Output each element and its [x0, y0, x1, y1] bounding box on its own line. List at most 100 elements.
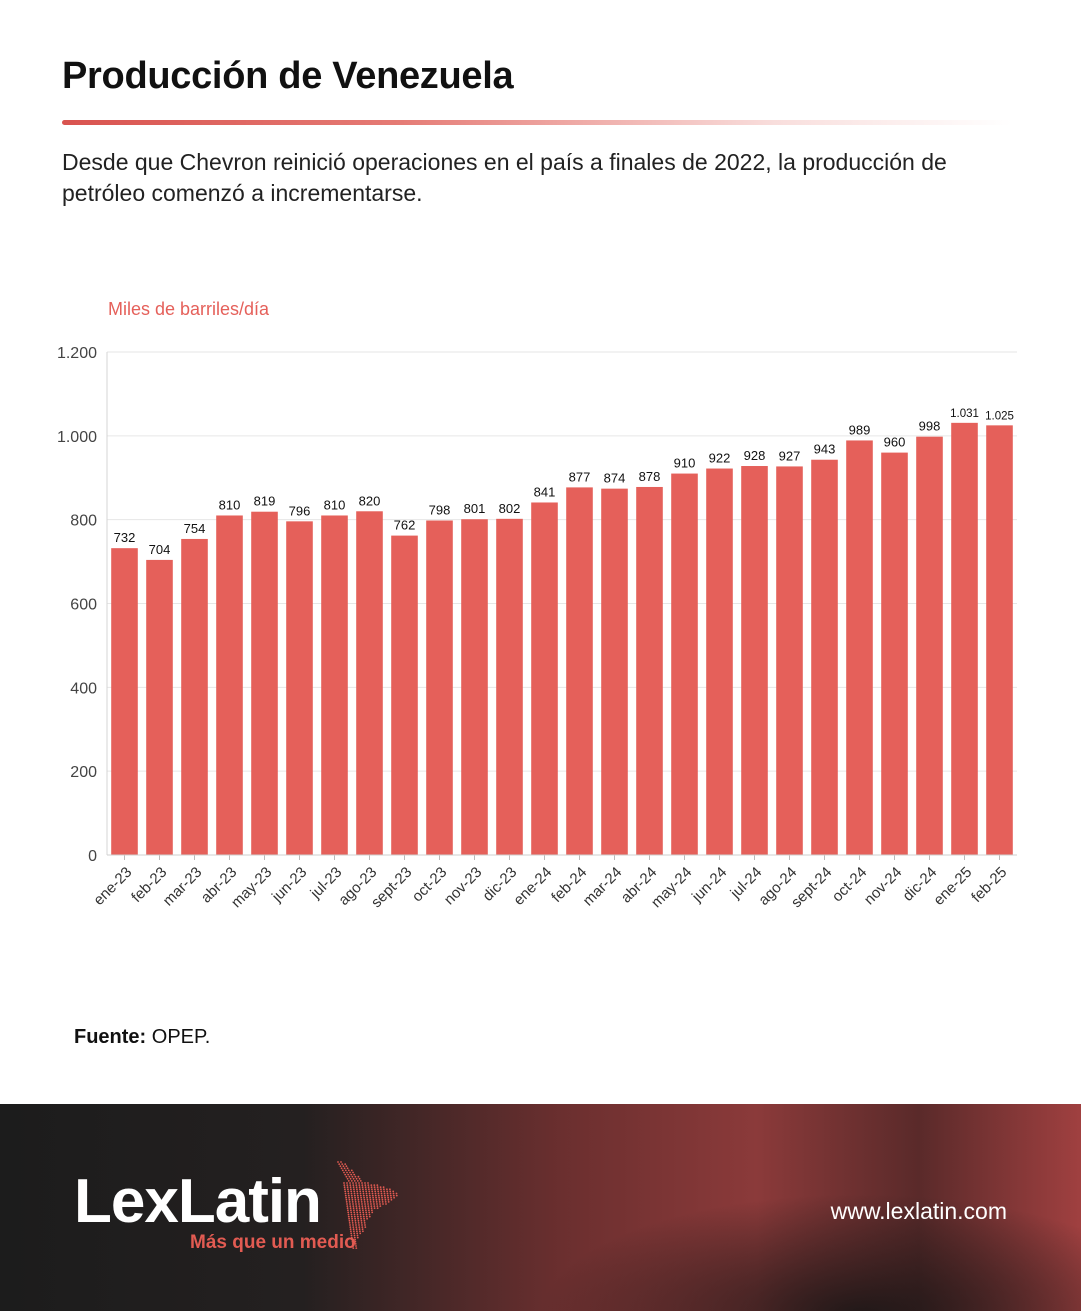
- map-dot: [380, 1188, 382, 1191]
- map-dot: [344, 1192, 347, 1195]
- map-dot: [367, 1186, 370, 1189]
- map-dot: [377, 1192, 380, 1195]
- map-dot: [350, 1188, 352, 1191]
- map-dot: [355, 1224, 357, 1226]
- bar-value-label: 810: [219, 497, 241, 512]
- map-dot: [355, 1182, 357, 1184]
- bar: [846, 440, 873, 855]
- map-dot: [392, 1194, 395, 1197]
- map-dot: [356, 1230, 358, 1233]
- bar: [741, 466, 768, 855]
- map-dot: [365, 1213, 368, 1216]
- map-dot: [384, 1201, 387, 1203]
- map-dot: [359, 1215, 362, 1218]
- map-dot: [351, 1198, 354, 1201]
- map-dot: [344, 1163, 347, 1165]
- map-dot: [395, 1192, 398, 1195]
- source-note: Fuente: OPEP.: [74, 1026, 210, 1049]
- map-dot: [349, 1171, 351, 1174]
- map-dot: [364, 1184, 367, 1186]
- bar: [706, 468, 733, 855]
- map-dot: [392, 1190, 395, 1193]
- bar-value-label: 998: [919, 419, 941, 434]
- map-dot: [350, 1232, 353, 1235]
- map-dot: [356, 1190, 359, 1193]
- map-dot: [353, 1192, 356, 1195]
- map-dot: [362, 1194, 365, 1197]
- map-dot: [362, 1188, 364, 1191]
- map-dot: [353, 1194, 356, 1197]
- bar: [251, 511, 278, 855]
- map-dot: [349, 1207, 352, 1210]
- bar: [356, 511, 383, 855]
- map-dot: [361, 1224, 363, 1226]
- y-tick-label: 0: [88, 848, 97, 865]
- lexlatin-logo: LexLatin: [74, 1167, 322, 1236]
- map-dot: [352, 1245, 354, 1247]
- map-dot: [347, 1169, 350, 1172]
- map-dot: [371, 1211, 374, 1214]
- map-dot: [353, 1236, 356, 1239]
- map-dot: [363, 1196, 365, 1199]
- map-dot: [367, 1205, 370, 1207]
- map-dot: [386, 1190, 389, 1193]
- map-dot: [368, 1188, 370, 1191]
- map-dot: [359, 1211, 362, 1214]
- map-dot: [357, 1222, 360, 1224]
- map-dot: [344, 1188, 346, 1191]
- map-dot: [376, 1207, 379, 1210]
- bar-value-label: 927: [779, 448, 801, 463]
- x-tick-label: feb-25: [968, 864, 1010, 906]
- map-dot: [355, 1186, 358, 1189]
- map-dot: [350, 1213, 353, 1216]
- map-dot: [364, 1207, 367, 1210]
- map-dot: [365, 1211, 368, 1214]
- map-dot: [376, 1205, 379, 1207]
- map-dot: [350, 1192, 353, 1195]
- map-dot: [352, 1182, 354, 1184]
- map-dot: [356, 1236, 359, 1239]
- map-dot: [376, 1186, 379, 1189]
- map-dot: [354, 1219, 357, 1222]
- map-dot: [358, 1182, 360, 1184]
- map-dot: [361, 1184, 364, 1186]
- map-dot: [371, 1209, 373, 1212]
- map-dot: [373, 1205, 376, 1207]
- map-dot: [371, 1194, 374, 1197]
- bar: [811, 459, 838, 855]
- map-dot: [359, 1194, 362, 1197]
- map-dot: [373, 1207, 376, 1210]
- bar: [916, 436, 943, 855]
- map-dot: [347, 1180, 350, 1182]
- y-tick-label: 1.000: [57, 429, 97, 446]
- map-dot: [377, 1188, 379, 1191]
- map-dot: [344, 1169, 347, 1172]
- title-divider: [62, 120, 1012, 125]
- y-tick-label: 1.200: [57, 345, 97, 362]
- map-dot: [386, 1188, 388, 1191]
- map-dot: [379, 1203, 381, 1205]
- map-dot: [368, 1209, 370, 1212]
- map-dot: [354, 1222, 357, 1224]
- map-dot: [355, 1247, 358, 1249]
- map-dot: [356, 1180, 359, 1182]
- map-dot: [351, 1219, 354, 1222]
- map-dot: [361, 1228, 364, 1231]
- map-dot: [368, 1211, 371, 1214]
- map-dot: [347, 1194, 350, 1197]
- map-dot: [350, 1211, 353, 1214]
- map-dot: [393, 1196, 395, 1199]
- map-dot: [364, 1226, 367, 1228]
- map-dot: [347, 1173, 350, 1176]
- map-dot: [362, 1192, 365, 1195]
- map-dot: [368, 1190, 371, 1193]
- map-dot: [361, 1186, 364, 1189]
- map-dot: [351, 1196, 353, 1199]
- map-dot: [343, 1171, 345, 1174]
- map-dot: [356, 1192, 359, 1195]
- map-dot: [356, 1234, 359, 1237]
- map-dot: [374, 1190, 377, 1193]
- map-dot: [356, 1232, 359, 1235]
- map-dot: [383, 1190, 386, 1193]
- map-dot: [362, 1215, 365, 1218]
